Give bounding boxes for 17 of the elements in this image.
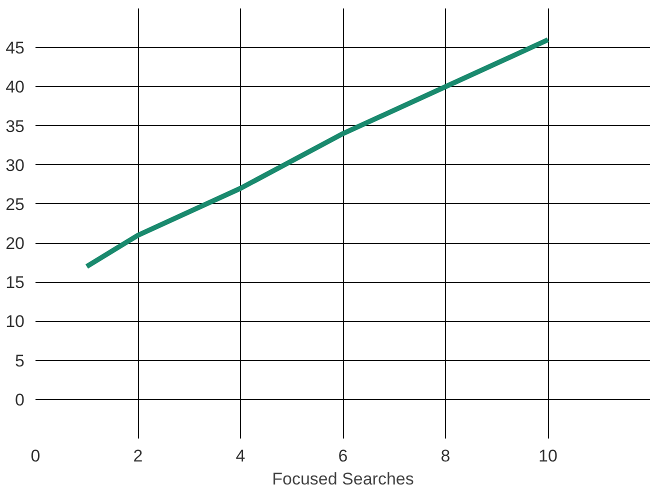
- y-tick-label: 35: [6, 116, 25, 136]
- y-tick-label: 20: [6, 234, 25, 254]
- y-tick-label: 15: [6, 273, 25, 292]
- y-tick-label: 10: [6, 312, 25, 332]
- x-tick-label: 4: [236, 446, 246, 466]
- y-tick-label: 0: [15, 390, 25, 410]
- x-tick-label: 0: [30, 446, 40, 466]
- x-tick-label: 8: [440, 446, 450, 466]
- x-axis-title: Focused Searches: [272, 470, 414, 488]
- x-tick-label: 2: [133, 446, 143, 466]
- x-tick-label: 10: [538, 446, 558, 466]
- y-tick-label: 40: [6, 78, 25, 97]
- x-tick-label: 6: [338, 446, 348, 466]
- y-tick-label: 30: [6, 156, 25, 175]
- y-tick-label: 25: [6, 194, 25, 214]
- y-tick-label: 5: [15, 351, 25, 370]
- y-tick-label: 45: [6, 38, 25, 58]
